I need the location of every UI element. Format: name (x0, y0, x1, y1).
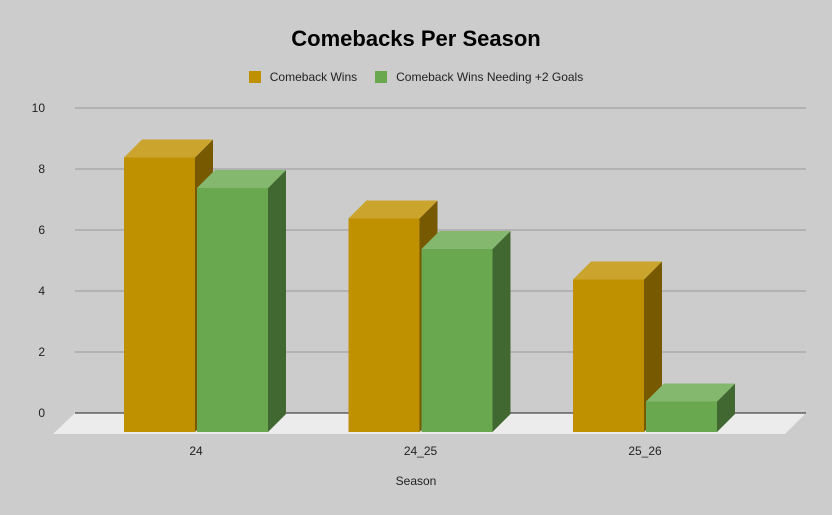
x-tick-label: 24_25 (404, 444, 438, 458)
legend-item-comeback-wins[interactable]: Comeback Wins (248, 70, 358, 84)
y-tick-label: 6 (38, 223, 45, 237)
bar (573, 279, 644, 432)
bar (197, 188, 268, 432)
bar-top (124, 139, 213, 158)
bar (348, 218, 420, 432)
bar-top (348, 200, 438, 219)
bar-side (268, 170, 286, 432)
legend-label: Comeback Wins (269, 70, 358, 84)
bar-top (646, 383, 735, 402)
bar-side (717, 383, 735, 432)
bar-top (421, 231, 511, 249)
legend-label: Comeback Wins Needing +2 Goals (396, 70, 584, 84)
bar (646, 401, 717, 432)
y-tick-label: 0 (38, 406, 45, 420)
bar-top (573, 261, 662, 280)
bar-top (197, 170, 286, 188)
bar-side (492, 231, 511, 432)
legend-item-comeback-wins-plus2[interactable]: Comeback Wins Needing +2 Goals (375, 70, 583, 84)
legend-swatch (375, 71, 388, 83)
x-axis-title: Season (395, 474, 437, 488)
bar (124, 157, 195, 432)
x-tick-label: 25_26 (628, 444, 662, 458)
bar-side (644, 261, 662, 432)
x-tick-label: 24 (189, 444, 203, 458)
y-tick-label: 10 (32, 101, 46, 115)
y-tick-label: 8 (38, 162, 45, 176)
chart-title: Comebacks Per Season (291, 26, 541, 51)
bar (421, 249, 493, 432)
legend-swatch (248, 71, 261, 83)
y-tick-label: 2 (38, 345, 45, 359)
y-tick-label: 4 (38, 284, 45, 298)
legend: Comeback Wins Comeback Wins Needing +2 G… (0, 70, 832, 84)
